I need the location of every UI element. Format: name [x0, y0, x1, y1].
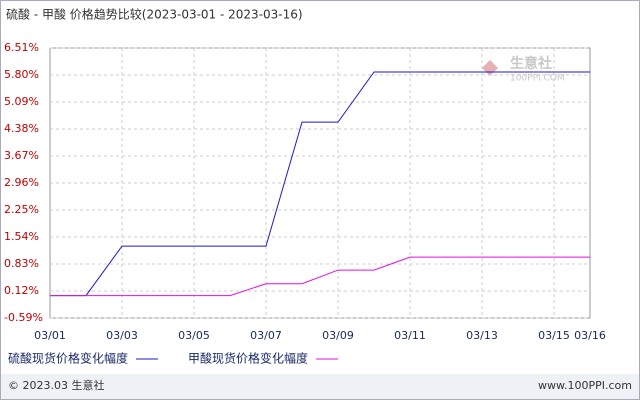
- x-tick-label: 03/11: [394, 329, 426, 342]
- footer-right: www.100PPI.com: [538, 379, 632, 392]
- x-tick-label: 03/07: [250, 329, 282, 342]
- y-tick-label: 2.25%: [4, 203, 39, 216]
- x-tick-label: 03/13: [466, 329, 498, 342]
- legend-label: 硫酸现货价格变化幅度: [8, 351, 128, 366]
- y-tick-label: 2.96%: [4, 176, 39, 189]
- y-tick-label: 0.83%: [4, 257, 39, 270]
- y-tick-label: 3.67%: [4, 149, 39, 162]
- footer-bar: [1, 374, 639, 399]
- chart-title: 硫酸 - 甲酸 价格趋势比较(2023-03-01 - 2023-03-16): [6, 7, 303, 22]
- y-tick-label: 1.54%: [4, 230, 39, 243]
- y-tick-label: 6.51%: [4, 41, 39, 54]
- x-tick-label: 03/16: [574, 329, 606, 342]
- y-tick-label: 5.80%: [4, 68, 39, 81]
- x-tick-label: 03/09: [322, 329, 354, 342]
- series-line: [50, 256, 590, 297]
- series-line: [50, 71, 590, 297]
- footer-left: © 2023.03 生意社: [8, 378, 104, 392]
- legend-label: 甲酸现货价格变化幅度: [188, 351, 308, 366]
- watermark-site: 100PPI.COM: [510, 74, 565, 84]
- watermark-name: 生意社: [510, 55, 552, 72]
- x-tick-label: 03/03: [106, 329, 138, 342]
- x-tick-label: 03/05: [178, 329, 210, 342]
- watermark: 生意社 100PPI.COM: [482, 55, 565, 84]
- x-tick-label: 03/15: [538, 329, 570, 342]
- y-tick-label: 5.09%: [4, 95, 39, 108]
- x-tick-label: 03/01: [34, 329, 66, 342]
- y-tick-label: 0.12%: [4, 284, 39, 297]
- y-tick-label: -0.59%: [4, 311, 43, 324]
- y-tick-label: 4.38%: [4, 122, 39, 135]
